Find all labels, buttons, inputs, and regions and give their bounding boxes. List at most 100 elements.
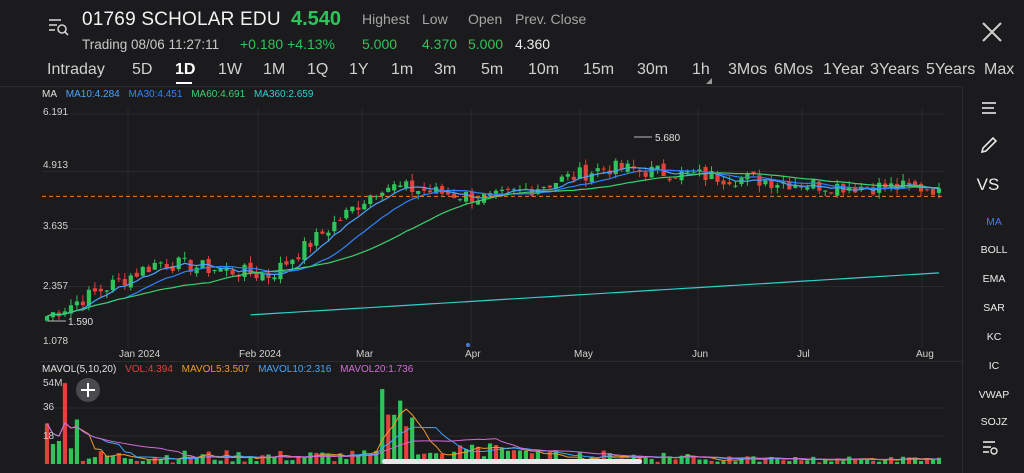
candle-body xyxy=(805,187,810,190)
volume-bar xyxy=(553,450,558,464)
candle-body xyxy=(356,207,361,211)
tab-1y[interactable]: 1Y xyxy=(349,61,369,78)
mavol10-line xyxy=(46,422,940,461)
tab-1d[interactable]: 1D xyxy=(175,61,196,78)
volume-bar xyxy=(44,423,50,464)
candle-body xyxy=(751,171,756,175)
list-icon[interactable] xyxy=(977,96,1001,120)
volume-bar xyxy=(242,461,247,464)
candle-body xyxy=(709,171,714,180)
volume-bar xyxy=(871,460,876,464)
tab-5min[interactable]: 5m xyxy=(481,61,504,78)
sidebar-item-kc[interactable]: KC xyxy=(986,331,1002,343)
volume-bar xyxy=(170,462,175,464)
sidebar-item-ic[interactable]: IC xyxy=(988,360,1000,372)
volume-bar xyxy=(308,452,313,464)
volume-bar xyxy=(356,454,361,464)
candle-body xyxy=(505,188,511,190)
volume-bar xyxy=(883,459,888,464)
candlestick-chart[interactable]: 5.680 1.590 xyxy=(0,100,962,362)
sidebar-item-sojz[interactable]: SOJZ xyxy=(980,416,1008,428)
volume-bar xyxy=(505,450,511,464)
sidebar-item-ema[interactable]: EMA xyxy=(982,273,1006,285)
ma30-value: MA30:4.451 xyxy=(128,89,183,100)
compare-vs-button[interactable]: VS xyxy=(976,175,1000,194)
volume-bar xyxy=(254,461,259,464)
volume-bar xyxy=(889,456,894,464)
tab-intraday[interactable]: Intraday xyxy=(47,61,105,78)
high-value: 5.000 xyxy=(362,36,398,52)
mavol5-value: MAVOL5:3.507 xyxy=(181,364,250,375)
candle-body xyxy=(673,177,678,179)
trading-status: Trading 08/06 11:27:11 xyxy=(82,37,220,52)
tab-10min[interactable]: 10m xyxy=(528,61,560,78)
menu-search-icon[interactable] xyxy=(46,14,70,38)
tab-1min[interactable]: 1m xyxy=(391,61,414,78)
tab-30min[interactable]: 30m xyxy=(637,61,669,78)
crosshair-icon[interactable] xyxy=(76,378,100,402)
pencil-icon[interactable] xyxy=(977,133,1001,157)
volume-bar xyxy=(236,452,241,464)
candle-body xyxy=(68,305,74,314)
volume-bar xyxy=(469,444,475,464)
moving-average-lines xyxy=(46,166,940,317)
volume-bar xyxy=(68,448,74,464)
volume-bar xyxy=(434,453,439,464)
candle-body xyxy=(912,181,918,186)
candle-body xyxy=(745,173,750,180)
more-minutes-indicator[interactable] xyxy=(706,78,712,84)
volume-bar xyxy=(104,455,109,464)
candle-body xyxy=(829,192,834,194)
tab-3years[interactable]: 3Years xyxy=(870,61,920,78)
sidebar-item-vwap[interactable]: VWAP xyxy=(978,389,1010,401)
high-marker-label: 5.680 xyxy=(655,133,680,144)
x-tick-jun: Jun xyxy=(692,349,709,360)
volume-bar xyxy=(248,457,253,464)
tab-6mos[interactable]: 6Mos xyxy=(774,61,814,78)
tab-1w[interactable]: 1W xyxy=(218,61,242,78)
x-tick-feb: Feb 2024 xyxy=(239,349,282,360)
volume-bar xyxy=(338,453,343,464)
y-tick-4: 2.357 xyxy=(43,281,69,292)
tab-5years[interactable]: 5Years xyxy=(926,61,976,78)
tab-1h[interactable]: 1h xyxy=(692,61,710,78)
tab-5d[interactable]: 5D xyxy=(132,61,153,78)
page-indicator-dot xyxy=(466,343,470,347)
tab-1m[interactable]: 1M xyxy=(263,61,286,78)
volume-bar xyxy=(302,457,307,464)
tab-15min[interactable]: 15m xyxy=(583,61,615,78)
low-marker-label: 1.590 xyxy=(68,317,93,328)
candle-body xyxy=(930,188,936,195)
candle-body xyxy=(260,273,265,281)
home-indicator[interactable] xyxy=(382,459,642,464)
candle-body xyxy=(601,168,606,170)
tab-max[interactable]: Max xyxy=(984,61,1015,78)
candle-body xyxy=(595,168,600,172)
candle-body xyxy=(116,278,121,280)
candle-body xyxy=(176,257,181,270)
ma-legend: MA MA10:4.284 MA30:4.451 MA60:4.691 MA36… xyxy=(42,89,319,100)
volume-bar xyxy=(709,460,714,464)
close-icon[interactable] xyxy=(980,20,1004,44)
sidebar-item-ma[interactable]: MA xyxy=(986,216,1002,228)
candle-body xyxy=(667,178,672,181)
candle-body xyxy=(847,187,852,191)
candle-body xyxy=(697,169,702,172)
tab-1year[interactable]: 1Year xyxy=(823,61,865,78)
tab-3mos[interactable]: 3Mos xyxy=(728,61,768,78)
candle-body xyxy=(146,266,151,273)
sidebar-item-sar[interactable]: SAR xyxy=(983,302,1005,314)
x-tick-aug: Aug xyxy=(916,349,934,360)
settings-icon[interactable] xyxy=(977,434,1001,458)
change-percent: +4.13% xyxy=(287,36,335,52)
sidebar-item-boll[interactable]: BOLL xyxy=(980,244,1008,256)
volume-bar xyxy=(266,454,271,464)
candle-body xyxy=(308,243,313,248)
volume-bar xyxy=(200,454,205,464)
volume-bar xyxy=(517,450,523,464)
candle-body xyxy=(320,231,325,234)
tab-1q[interactable]: 1Q xyxy=(307,61,329,78)
x-tick-jul: Jul xyxy=(797,349,810,360)
tab-3min[interactable]: 3m xyxy=(434,61,457,78)
volume-grid xyxy=(42,407,944,437)
